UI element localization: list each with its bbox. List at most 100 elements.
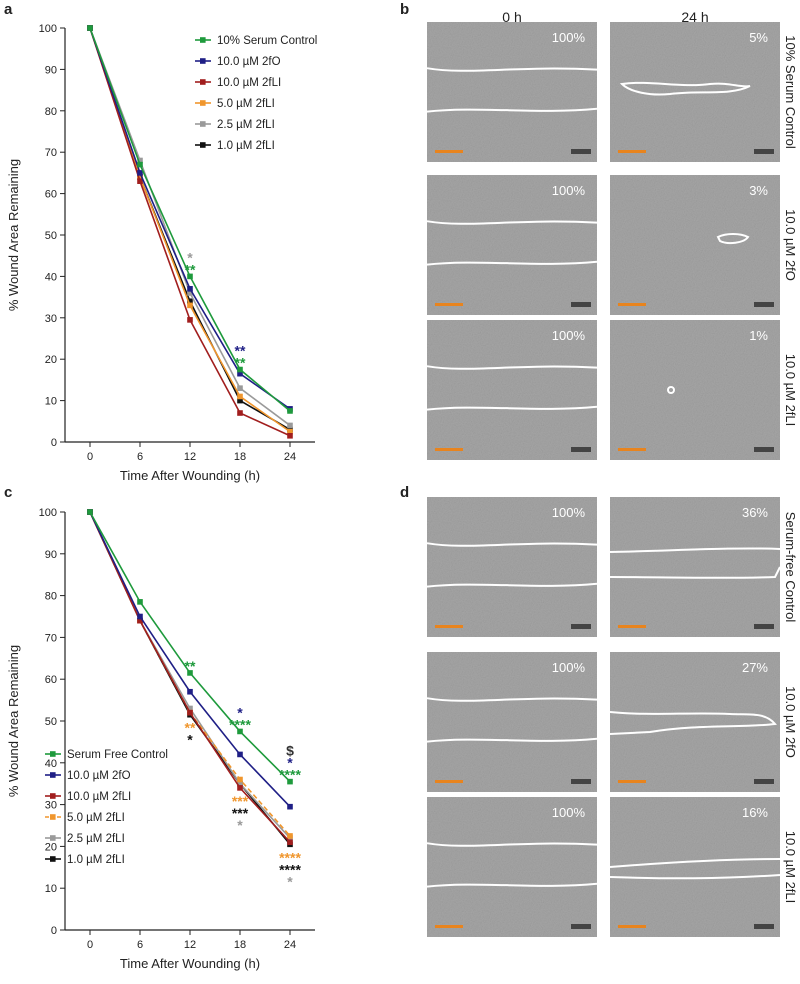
micrograph: 100% (426, 320, 598, 460)
point-marker (237, 776, 243, 783)
scale-label-box (754, 447, 774, 452)
percent-label: 100% (552, 30, 586, 45)
percent-label: 100% (552, 328, 586, 343)
y-tick-label: 60 (45, 674, 57, 686)
y-tick-label: 40 (45, 758, 57, 770)
point-marker (137, 174, 143, 180)
percent-label: 5% (749, 30, 768, 45)
y-tick-label: 80 (45, 591, 57, 603)
wound-edge (667, 386, 676, 394)
scale-label-box (571, 924, 591, 929)
wound-edge (609, 547, 781, 579)
y-tick-label: 90 (45, 549, 57, 561)
point-marker (287, 422, 293, 429)
x-tick-label: 12 (184, 939, 196, 951)
scale-label-box (754, 302, 774, 307)
y-axis-title: % Wound Area Remaining (6, 645, 21, 797)
scale-bar (435, 780, 463, 783)
micrograph: 16% (609, 797, 781, 937)
row-label: 10.0 µM 2fO (783, 209, 798, 281)
micrograph: 36% (609, 497, 781, 637)
point-marker (187, 705, 193, 712)
scale-bar (618, 150, 646, 153)
panel-letter: d (400, 484, 409, 501)
legend-marker (200, 58, 206, 64)
point-marker (87, 25, 93, 31)
wound-edge (426, 697, 598, 743)
micrograph: 100% (426, 175, 598, 315)
point-marker (137, 178, 143, 184)
point-marker (137, 599, 143, 605)
x-tick-label: 18 (234, 451, 246, 463)
legend-label: 2.5 µM 2fLI (217, 119, 275, 131)
y-tick-label: 30 (45, 313, 57, 325)
x-axis-title: Time After Wounding (h) (120, 468, 260, 483)
wound-edge (426, 365, 598, 411)
point-marker (237, 397, 243, 404)
point-marker (287, 839, 293, 846)
legend-label: 1.0 µM 2fLI (217, 140, 275, 152)
point-marker (237, 410, 243, 416)
legend-marker (200, 142, 206, 148)
point-marker (187, 688, 193, 695)
wound-edge (426, 67, 598, 113)
legend-label: 10.0 µM 2fO (217, 56, 281, 68)
row-label: 10.0 µM 2fO (783, 686, 798, 758)
wound-edge (716, 233, 750, 245)
micrograph: 5% (610, 22, 780, 162)
series-line (89, 27, 291, 437)
x-tick-label: 0 (87, 451, 93, 463)
percent-label: 36% (742, 505, 768, 520)
legend-marker (50, 793, 56, 799)
point-marker (187, 302, 193, 309)
y-tick-label: 30 (45, 800, 57, 812)
scale-bar (435, 625, 463, 628)
panel-letter: a (4, 1, 13, 18)
micrograph-bg (610, 652, 780, 792)
micrograph-bg (427, 497, 597, 637)
scale-label-box (571, 447, 591, 452)
y-tick-label: 10 (45, 883, 57, 895)
significance-label: * (187, 732, 193, 748)
row-label: Serum-free Control (783, 512, 798, 623)
legend-marker (50, 835, 56, 841)
y-tick-label: 50 (45, 230, 57, 242)
micrograph: 1% (610, 320, 780, 460)
micrograph-bg (427, 175, 597, 315)
scale-label-box (754, 924, 774, 929)
significance-label: *** (232, 805, 249, 821)
legend-label: 5.0 µM 2fLI (67, 812, 125, 824)
micrograph: 3% (610, 175, 780, 315)
x-tick-label: 12 (184, 451, 196, 463)
point-marker (187, 286, 193, 292)
percent-label: 100% (552, 660, 586, 675)
scale-bar (618, 625, 646, 628)
legend-marker (50, 856, 56, 862)
percent-label: 27% (742, 660, 768, 675)
wound-edge (609, 711, 777, 735)
micrograph: 100% (426, 652, 598, 792)
significance-label: ** (235, 343, 246, 359)
micrograph-bg (610, 175, 780, 315)
significance-label: * (287, 755, 293, 771)
x-tick-label: 6 (137, 939, 143, 951)
y-tick-label: 60 (45, 189, 57, 201)
legend-marker (200, 37, 206, 43)
micrograph-bg (427, 320, 597, 460)
micrograph-bg (610, 320, 780, 460)
point-marker (237, 393, 243, 400)
row-label: 10.0 µM 2fLI (783, 354, 798, 427)
y-axis-title: % Wound Area Remaining (6, 159, 21, 311)
scale-bar (618, 780, 646, 783)
legend-label: 10.0 µM 2fLI (67, 791, 131, 803)
point-marker (137, 617, 143, 624)
scale-label-box (571, 149, 591, 154)
point-marker (137, 161, 143, 168)
point-marker (137, 613, 143, 620)
point-marker (287, 428, 293, 435)
panel-letter: b (400, 1, 409, 18)
significance-label: ** (185, 261, 196, 277)
micrograph-bg (427, 797, 597, 937)
significance-label: **** (279, 767, 301, 783)
